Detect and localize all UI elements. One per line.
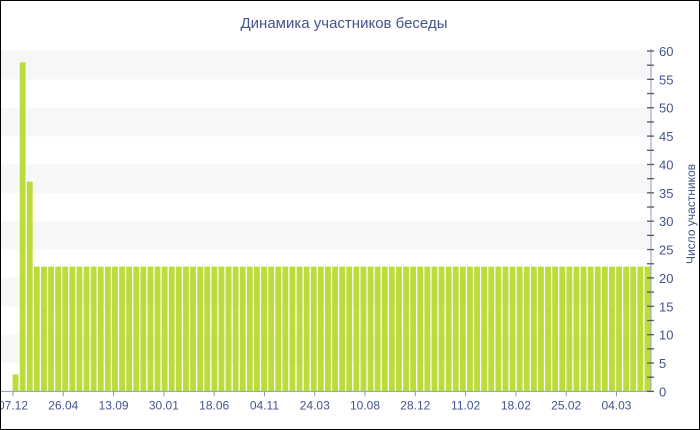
svg-text:45: 45 <box>659 129 673 144</box>
svg-text:04.11: 04.11 <box>250 398 279 412</box>
svg-text:55: 55 <box>659 72 673 87</box>
svg-text:40: 40 <box>659 157 673 172</box>
svg-text:26.04: 26.04 <box>48 398 78 412</box>
svg-text:30.01: 30.01 <box>149 398 179 412</box>
svg-text:11.02: 11.02 <box>451 398 480 412</box>
svg-text:15: 15 <box>659 299 673 314</box>
svg-text:25: 25 <box>659 243 673 258</box>
svg-text:07.12: 07.12 <box>0 398 28 412</box>
svg-text:50: 50 <box>659 101 673 116</box>
svg-text:18.02: 18.02 <box>501 398 531 412</box>
svg-text:24.03: 24.03 <box>300 398 330 412</box>
svg-text:35: 35 <box>659 186 673 201</box>
svg-text:18.06: 18.06 <box>199 398 229 412</box>
svg-text:30: 30 <box>659 214 673 229</box>
svg-text:28.12: 28.12 <box>400 398 430 412</box>
svg-text:13.09: 13.09 <box>99 398 129 412</box>
svg-text:60: 60 <box>659 44 673 59</box>
svg-text:10: 10 <box>659 328 673 343</box>
svg-text:20: 20 <box>659 271 673 286</box>
svg-text:0: 0 <box>659 384 666 399</box>
svg-text:25.02: 25.02 <box>551 398 581 412</box>
svg-text:04.03: 04.03 <box>601 398 631 412</box>
svg-text:10.08: 10.08 <box>350 398 380 412</box>
svg-text:5: 5 <box>659 356 666 371</box>
